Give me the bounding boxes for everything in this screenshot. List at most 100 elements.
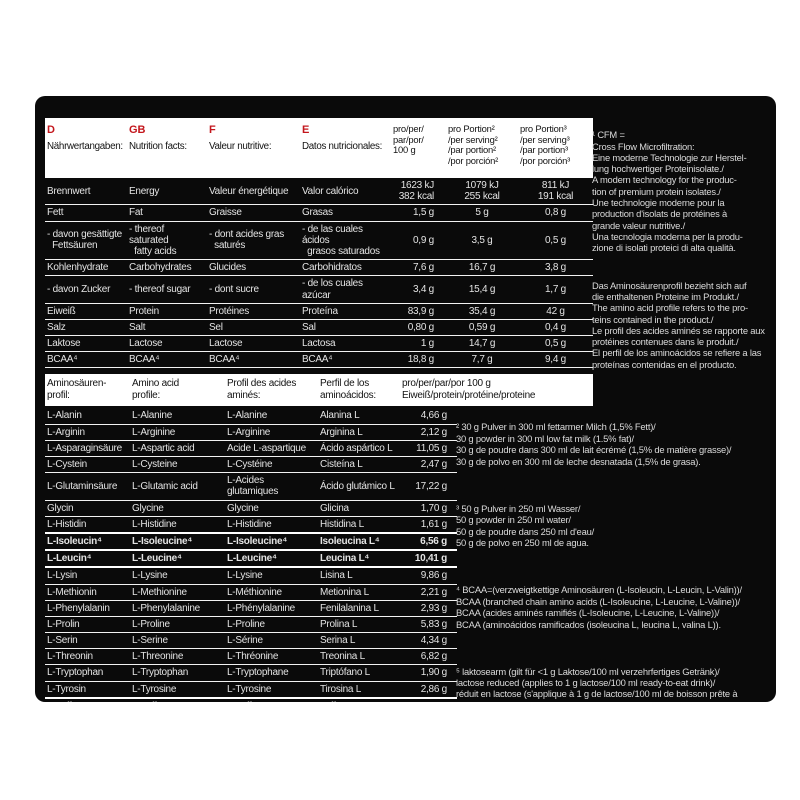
nutrient-name-fr: Sel — [207, 319, 300, 337]
amino-header-es: Perfil de los aminoácidos: — [320, 378, 376, 401]
value-per-serving: 7,7 g — [446, 351, 518, 369]
nutrient-name-de: BCAA⁴ — [45, 351, 127, 369]
amino-value-per-100g-protein: 2,12 g — [400, 424, 457, 441]
nutrient-name-es: - de las cuales ácidos grasos saturados — [300, 221, 391, 261]
amino-name-de: L-Valin⁴ — [45, 696, 130, 702]
footnote-cfm: ¹ CFM = Cross Flow Microfiltration: Eine… — [592, 129, 747, 254]
amino-value-per-100g-protein: 5,83 g — [400, 616, 457, 634]
amino-name-de: L-Tyrosin — [45, 681, 130, 699]
nutrition-row: Salz Salt Sel Sal 0,80 g 0,59 g 0,4 g — [45, 319, 593, 337]
amino-row: L-Isoleucin⁴ L-Isoleucine⁴ L-Isoleucine⁴… — [45, 531, 457, 552]
value-per-100g: 0,9 g — [391, 221, 446, 261]
amino-name-de: L-Serin — [45, 632, 130, 650]
amino-name-de: L-Cystein — [45, 456, 130, 474]
amino-header-de: Aminosäuren- profil: — [47, 378, 107, 401]
nutrient-name-fr: Glucides — [207, 259, 300, 277]
amino-name-fr: L-Tyrosine — [225, 681, 318, 699]
nutrition-row: Kohlenhydrate Carbohydrates Glucides Car… — [45, 259, 593, 277]
language-label-fr: Valeur nutritive: — [209, 141, 272, 153]
language-label-de: Nährwertangaben: — [47, 141, 123, 153]
value-per-100g: 83,9 g — [391, 303, 446, 320]
nutrient-name-en: Carbohydrates — [127, 259, 207, 277]
amino-name-de: L-Asparaginsäure — [45, 440, 130, 458]
amino-name-de: L-Arginin — [45, 424, 130, 441]
nutrient-name-de: Kohlenhydrate — [45, 259, 127, 277]
footnotes-bottom-column: ² 30 g Pulver in 300 ml fettarmer Milch … — [456, 410, 776, 702]
amino-value-per-100g-protein: 11,05 g — [400, 440, 457, 458]
per-portion-header: pro Portion³ /per serving³ /par portion³… — [518, 118, 593, 178]
language-code-de: D — [47, 124, 55, 136]
nutrition-row: BCAA⁴ BCAA⁴ BCAA⁴ BCAA⁴ 18,8 g 7,7 g 9,4… — [45, 351, 593, 369]
amino-value-per-100g-protein: 1,70 g — [400, 500, 457, 517]
header-cell-fr: F Valeur nutritive: — [207, 118, 300, 178]
nutrition-table-header: D Nährwertangaben: GB Nutrition facts: F… — [45, 118, 593, 178]
language-code-fr: F — [209, 124, 216, 136]
amino-name-en: L-Arginine — [130, 424, 225, 441]
amino-value-per-100g-protein: 2,47 g — [400, 456, 457, 474]
amino-name-fr: L-Valine⁴ — [225, 696, 318, 702]
amino-name-de: L-Alanin — [45, 408, 130, 425]
value-per-portion: 0,5 g — [518, 335, 593, 353]
header-cell-gb: GB Nutrition facts: — [127, 118, 207, 178]
language-code-es: E — [302, 124, 310, 136]
nutrient-name-fr: BCAA⁴ — [207, 351, 300, 369]
header-cell-es: E Datos nutricionales: — [300, 118, 391, 178]
footnote-bcaa: ⁴ BCAA=(verzweigtkettige Aminosäuren (L-… — [456, 584, 742, 630]
amino-value-per-100g-protein: 4,34 g — [400, 632, 457, 650]
amino-name-es: Glicina — [318, 500, 400, 517]
amino-name-es: Ácido aspártico L — [318, 440, 400, 458]
nutrient-name-fr: Protéines — [207, 303, 300, 320]
amino-name-en: L-Aspartic acid — [130, 440, 225, 458]
amino-name-es: Alanina L — [318, 408, 400, 425]
amino-row: L-Tryptophan L-Tryptophan L-Tryptophane … — [45, 664, 457, 682]
nutrient-name-en: Protein — [127, 303, 207, 320]
value-per-portion: 811 kJ 191 kcal — [518, 178, 593, 206]
amino-value-per-100g-protein: 10,41 g — [400, 549, 457, 569]
nutrient-name-en: Energy — [127, 178, 207, 206]
language-label-es: Datos nutricionales: — [302, 141, 383, 153]
amino-row: L-Histidin L-Histidine L-Histidine Histi… — [45, 516, 457, 534]
value-per-portion: 3,8 g — [518, 259, 593, 277]
amino-name-de: L-Threonin — [45, 648, 130, 666]
amino-row: L-Leucin⁴ L-Leucine⁴ L-Leucine⁴ Leucina … — [45, 549, 457, 569]
amino-row: L-Lysin L-Lysine L-Lysine Lisina L 9,86 … — [45, 567, 457, 585]
amino-name-fr: L-Tryptophane — [225, 664, 318, 682]
amino-name-en: L-Valine⁴ — [130, 696, 225, 702]
amino-name-de: L-Lysin — [45, 567, 130, 585]
nutrient-name-fr: - dont acides gras saturés — [207, 221, 300, 261]
amino-header-per-100g-protein: pro/per/par/por 100 g Eiweiß/protein/pro… — [402, 378, 536, 401]
nutrient-name-en: BCAA⁴ — [127, 351, 207, 369]
amino-name-en: L-Serine — [130, 632, 225, 650]
amino-table-body: L-Alanin L-Alanine L-Alanine Alanina L 4… — [45, 408, 457, 702]
amino-row: L-Arginin L-Arginine L-Arginine Arginina… — [45, 424, 457, 441]
amino-value-per-100g-protein: 9,86 g — [400, 567, 457, 585]
amino-name-es: Fenilalanina L — [318, 600, 400, 617]
footnote-serving-milk: ² 30 g Pulver in 300 ml fettarmer Milch … — [456, 421, 732, 467]
amino-name-en: L-Glutamic acid — [130, 472, 225, 501]
amino-name-de: Glycin — [45, 500, 130, 517]
language-label-gb: Nutrition facts: — [129, 141, 187, 153]
amino-name-es: Cisteína L — [318, 456, 400, 474]
nutrient-name-en: Lactose — [127, 335, 207, 353]
nutrient-name-en: Fat — [127, 204, 207, 222]
amino-name-fr: Acide L-aspartique — [225, 440, 318, 458]
nutrition-row: Laktose Lactose Lactose Lactosa 1 g 14,7… — [45, 335, 593, 353]
value-per-serving: 1079 kJ 255 kcal — [446, 178, 518, 206]
nutrient-name-es: Sal — [300, 319, 391, 337]
value-per-portion: 1,7 g — [518, 275, 593, 304]
amino-name-fr: L-Alanine — [225, 408, 318, 425]
value-per-100g: 3,4 g — [391, 275, 446, 304]
amino-name-fr: L-Méthionine — [225, 584, 318, 601]
amino-name-es: Arginina L — [318, 424, 400, 441]
amino-name-fr: L-Proline — [225, 616, 318, 634]
amino-row: L-Prolin L-Proline L-Proline Prolina L 5… — [45, 616, 457, 634]
amino-name-en: L-Histidine — [130, 516, 225, 534]
amino-name-en: L-Tyrosine — [130, 681, 225, 699]
amino-name-fr: L-Sérine — [225, 632, 318, 650]
per-100g-header: pro/per/ par/por/ 100 g — [391, 118, 446, 178]
amino-value-per-100g-protein: 4,66 g — [400, 408, 457, 425]
value-per-portion: 42 g — [518, 303, 593, 320]
header-cell-de: D Nährwertangaben: — [45, 118, 127, 178]
footnote-amino-profile: Das Aminosäurenprofil bezieht sich auf d… — [592, 279, 765, 370]
amino-name-en: L-Phenylalanine — [130, 600, 225, 617]
